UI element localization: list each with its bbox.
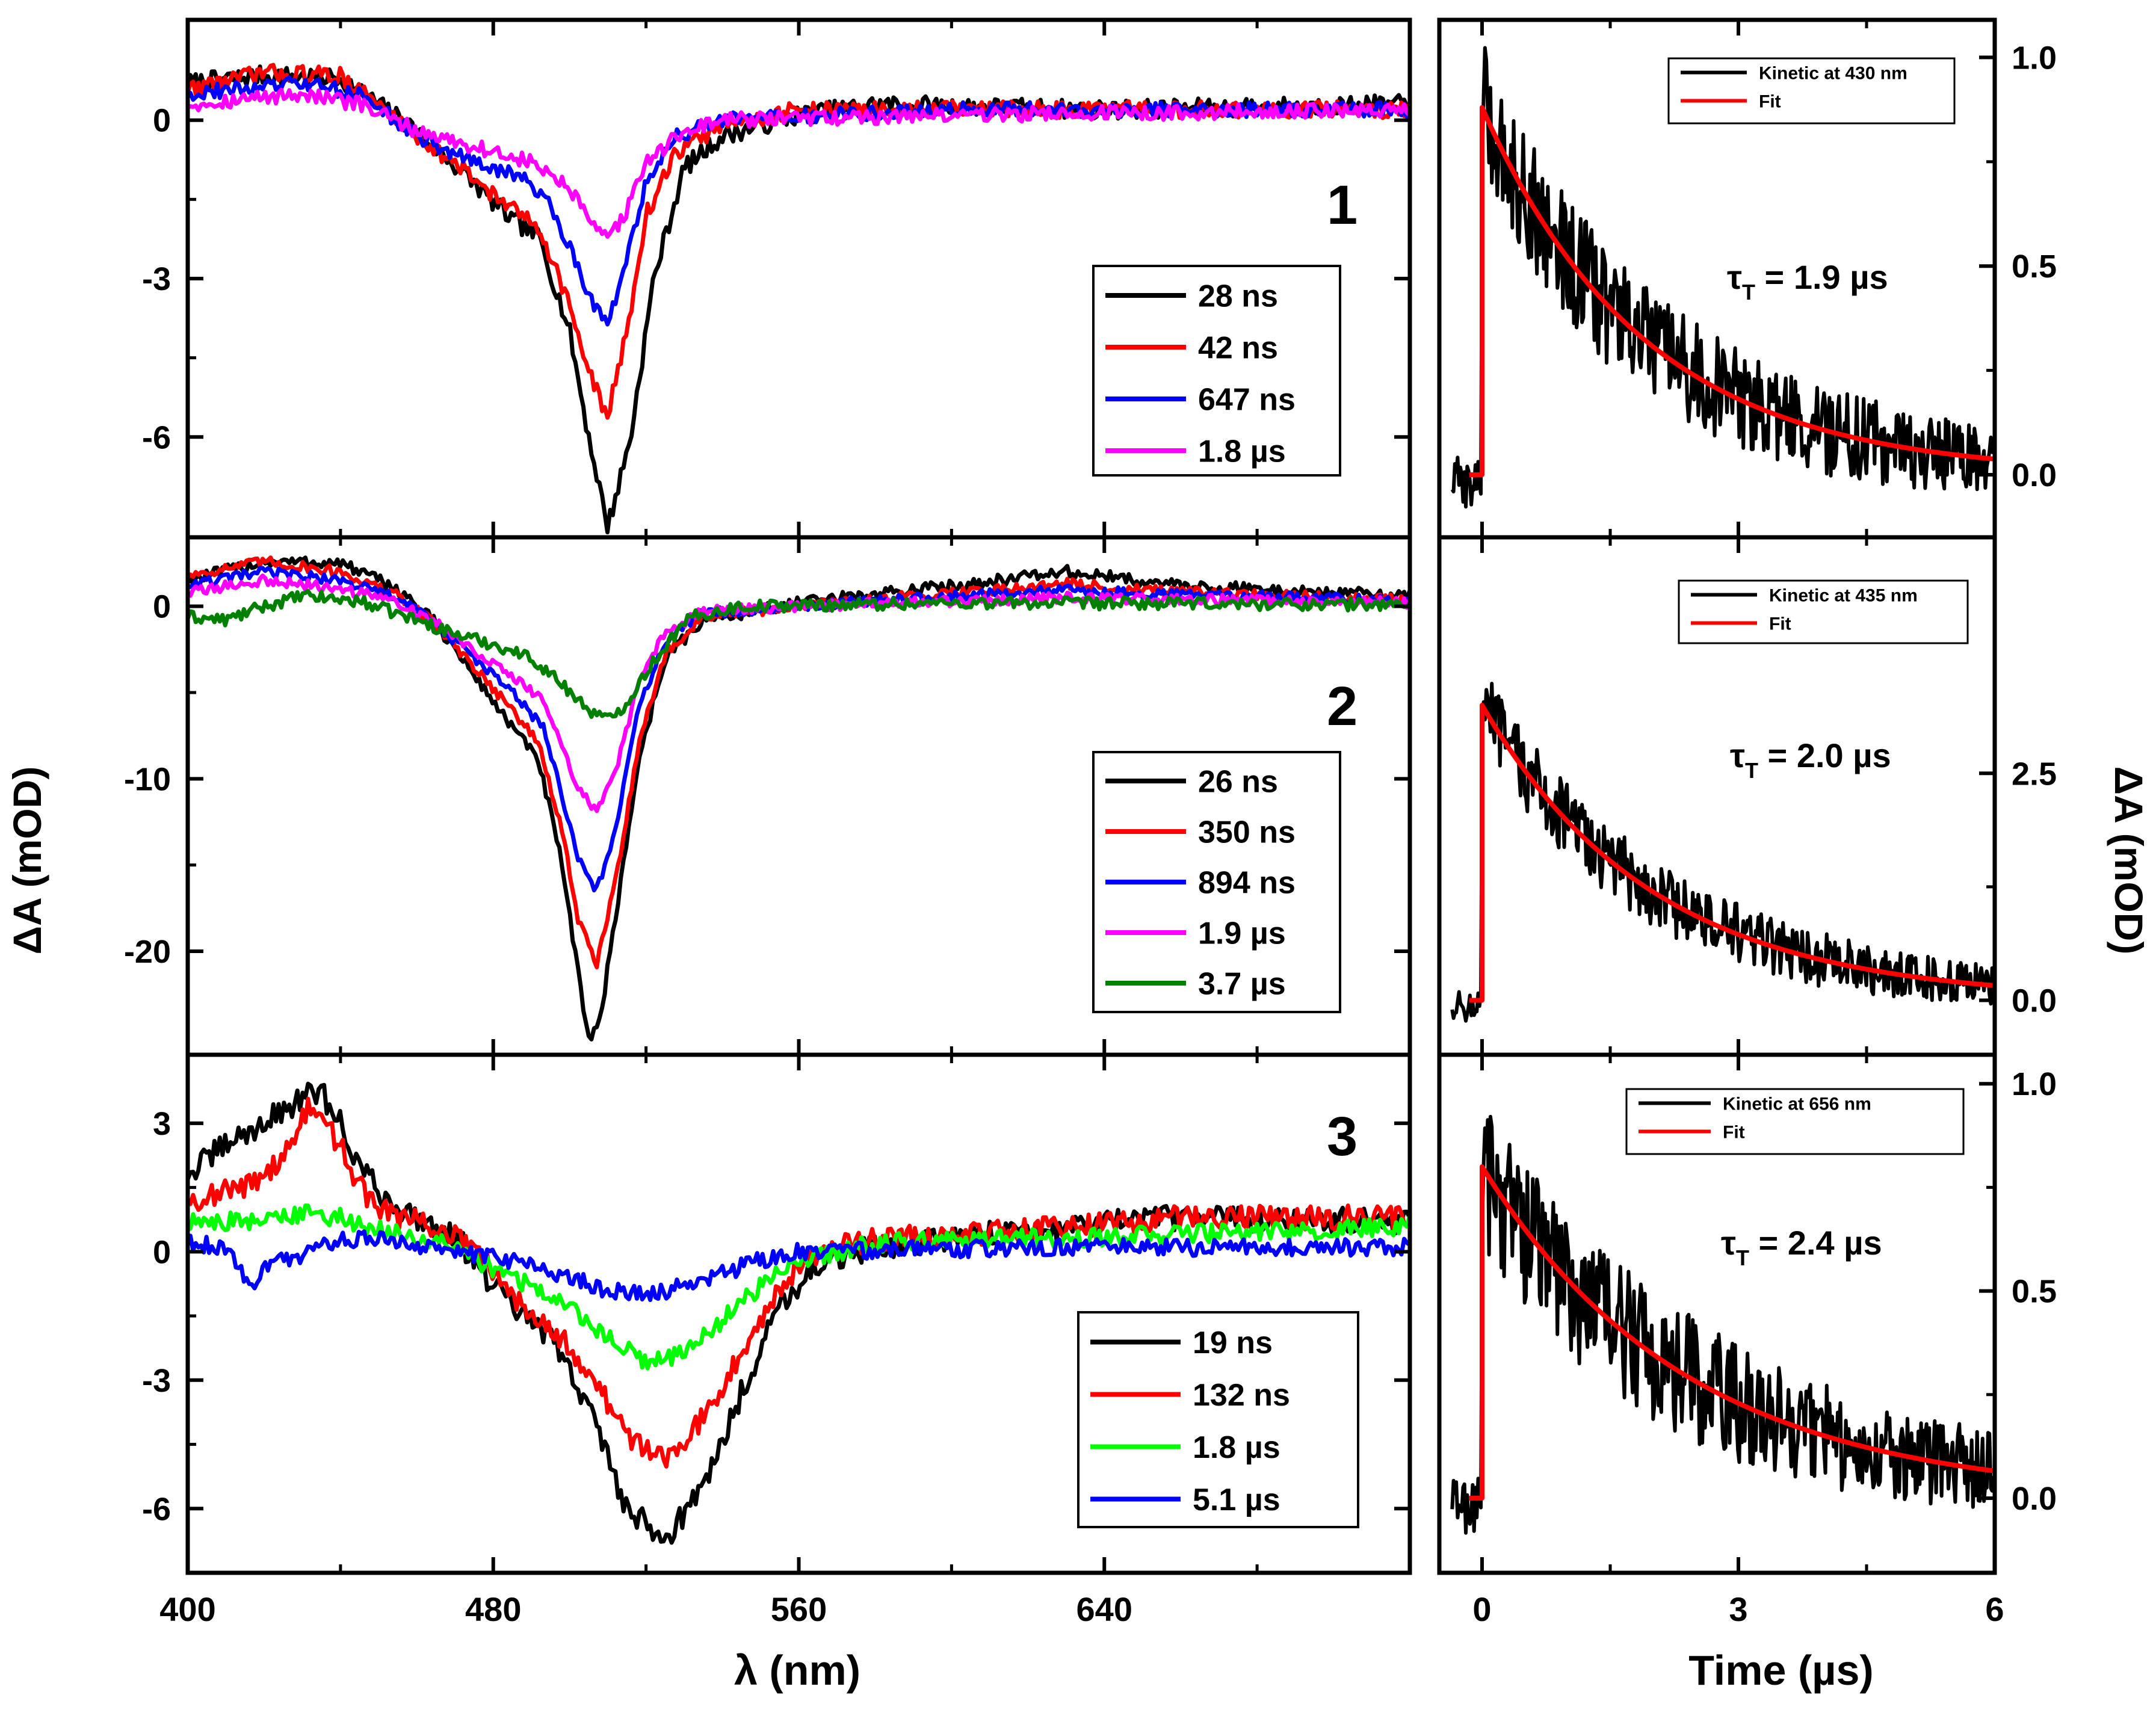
kinetic-2-series-fit xyxy=(1469,703,1995,1003)
kinetic-3-lines xyxy=(1450,1114,1995,1535)
panel-label: 2 xyxy=(1327,676,1358,737)
x-tick-label: 640 xyxy=(1076,1590,1132,1628)
y-tick-label: 1.0 xyxy=(2012,40,2057,76)
kinetic-1-series-fit xyxy=(1469,105,1995,477)
kinetic-3-series-kinetic-at-656-nm xyxy=(1450,1114,1995,1535)
legend-entry: 28 ns xyxy=(1198,279,1278,314)
legend-entry: Fit xyxy=(1769,614,1791,634)
legend-entry: Fit xyxy=(1759,91,1781,111)
legend-entry: 894 ns xyxy=(1198,866,1296,901)
kinetic-1-lines xyxy=(1450,46,1995,509)
right-y-axis-label: ΔA (mOD) xyxy=(2107,767,2151,955)
x-tick-label: 480 xyxy=(465,1590,521,1628)
kinetic-3-legend-box xyxy=(1625,1088,1965,1155)
spectra-2-legend-box xyxy=(1092,751,1341,1013)
legend-entry: 1.8 µs xyxy=(1193,1430,1280,1465)
legend-entry: 26 ns xyxy=(1198,765,1278,800)
legend-entry: 3.7 µs xyxy=(1198,967,1286,1002)
legend-entry: 1.9 µs xyxy=(1198,916,1286,951)
lifetime-annotation: τT = 1.9 µs xyxy=(1727,258,1888,304)
y-tick-label: 0 xyxy=(153,103,171,139)
y-tick-label: -10 xyxy=(124,761,171,797)
x-tick-label: 3 xyxy=(1729,1590,1747,1628)
left-y-axis-label: ΔA (mOD) xyxy=(5,767,49,955)
y-tick-label: -6 xyxy=(142,1491,171,1527)
x-tick-label: 560 xyxy=(771,1590,827,1628)
y-tick-label: 0.0 xyxy=(2012,983,2057,1019)
right-x-axis-label: Time (µs) xyxy=(1688,1647,1873,1694)
y-tick-label: -6 xyxy=(142,419,171,455)
legend-entry: Kinetic at 656 nm xyxy=(1723,1094,1871,1114)
y-tick-label: -3 xyxy=(142,1363,171,1399)
spectra-2-series-3-7-s xyxy=(188,588,1410,719)
legend-entry: 5.1 µs xyxy=(1193,1483,1280,1517)
lifetime-annotation: τT = 2.4 µs xyxy=(1721,1224,1882,1270)
kinetic-3-frame xyxy=(1437,1052,1997,1575)
y-tick-label: 0.0 xyxy=(2012,1481,2057,1517)
spectra-3-legend-box xyxy=(1077,1311,1359,1528)
legend-entry: Kinetic at 435 nm xyxy=(1769,585,1918,605)
kinetic-2-series-kinetic-at-435-nm xyxy=(1450,682,1995,1023)
y-tick-label: -3 xyxy=(142,261,171,297)
y-tick-label: 0 xyxy=(153,589,171,625)
x-tick-label: 400 xyxy=(159,1590,215,1628)
legend-entry: 42 ns xyxy=(1198,331,1278,366)
legend-entry: 1.8 µs xyxy=(1198,434,1286,469)
kinetic-2-legend-box xyxy=(1678,579,1969,644)
y-tick-label: 0.0 xyxy=(2012,457,2057,493)
y-tick-label: 2.5 xyxy=(2012,756,2057,792)
kinetic-2-lines xyxy=(1450,682,1995,1023)
panel-label: 3 xyxy=(1327,1106,1358,1167)
y-tick-label: 0 xyxy=(153,1234,171,1270)
kinetic-3-series-fit xyxy=(1469,1164,1995,1501)
y-tick-label: 0.5 xyxy=(2012,248,2057,285)
x-tick-label: 6 xyxy=(1985,1590,2004,1628)
legend-entry: Fit xyxy=(1723,1122,1745,1142)
legend-entry: 350 ns xyxy=(1198,815,1296,850)
legend-entry: 647 ns xyxy=(1198,383,1296,418)
y-tick-label: -20 xyxy=(124,934,171,970)
spectra-1-legend-box xyxy=(1092,265,1341,477)
panel-label: 1 xyxy=(1327,174,1358,236)
legend-entry: 132 ns xyxy=(1193,1378,1290,1413)
axes-layer xyxy=(185,17,1997,1575)
legend-entry: 19 ns xyxy=(1193,1326,1273,1360)
lifetime-annotation: τT = 2.0 µs xyxy=(1730,736,1891,783)
spectra-3-lines xyxy=(188,1081,1410,1545)
spectra-2-lines xyxy=(188,555,1410,1042)
y-tick-label: 1.0 xyxy=(2012,1066,2057,1102)
spectra-3-series-132-ns xyxy=(188,1096,1410,1469)
left-x-axis-label: λ (nm) xyxy=(734,1647,860,1694)
kinetic-1-legend-box xyxy=(1667,57,1956,125)
spectra-1-lines xyxy=(188,63,1410,535)
x-tick-label: 0 xyxy=(1472,1590,1491,1628)
y-tick-label: 0.5 xyxy=(2012,1274,2057,1310)
legend-entry: Kinetic at 430 nm xyxy=(1759,63,1907,83)
data-layer xyxy=(188,46,1995,1545)
spectra-1-series-1-8-s xyxy=(188,87,1410,239)
text-layer: 0 -3 -6 28 ns 42 ns 647 ns 1.8 µs 1 0 -10 -20 26 ns… xyxy=(124,40,2057,1628)
kinetic-1-series-kinetic-at-430-nm xyxy=(1450,46,1995,509)
spectra-3-series-5-1-s xyxy=(188,1229,1410,1302)
y-tick-label: 3 xyxy=(153,1106,171,1142)
